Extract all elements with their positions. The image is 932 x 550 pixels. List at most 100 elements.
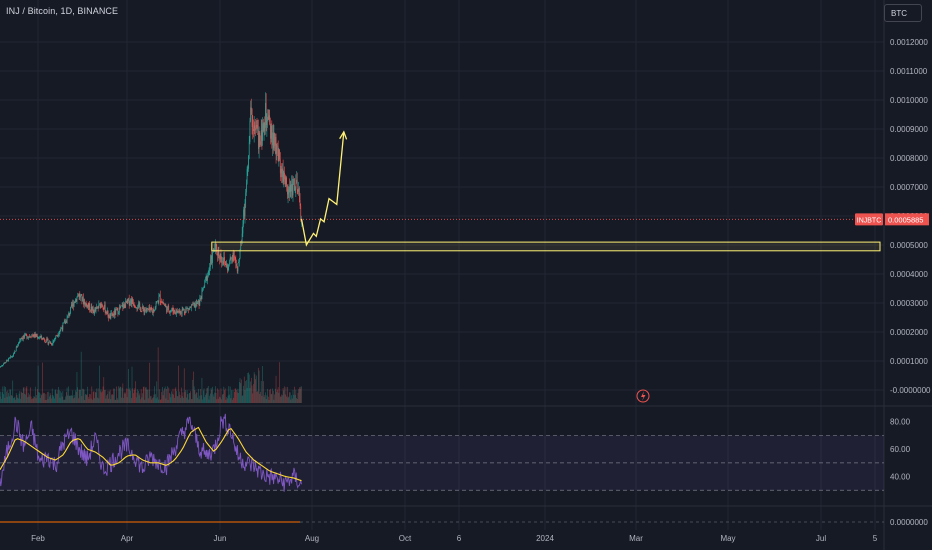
candle-body: [286, 185, 288, 195]
volume-bar: [253, 372, 255, 403]
projection-layer: [300, 130, 348, 247]
volume-bar: [216, 399, 218, 403]
candle-body: [224, 261, 226, 264]
volume-bar: [235, 388, 237, 403]
volume-bar: [39, 398, 41, 403]
candle-body: [253, 128, 254, 131]
candle-body: [254, 125, 256, 129]
volume-bar: [164, 388, 165, 403]
volume-bar: [106, 395, 107, 403]
volume-bar: [138, 390, 139, 403]
volume-bar: [281, 394, 283, 403]
candle-body: [150, 307, 151, 311]
candle-body: [118, 313, 119, 315]
volume-bar: [69, 395, 71, 403]
candle-body: [114, 310, 115, 316]
candle-body: [160, 301, 162, 303]
candle-body: [42, 338, 44, 340]
volume-bar: [263, 397, 265, 403]
volume-bar: [2, 386, 4, 403]
candle-body: [23, 336, 25, 337]
volume-bar: [135, 397, 137, 403]
candle-body: [128, 298, 129, 302]
volume-bar: [280, 396, 282, 403]
candle-body: [234, 257, 236, 260]
candle-body: [25, 334, 26, 335]
volume-bar: [162, 395, 164, 403]
candle-body: [92, 306, 94, 310]
volume-bar: [75, 390, 76, 403]
volume-bar: [35, 398, 37, 403]
volume-bar: [174, 388, 176, 403]
candle-body: [58, 334, 59, 336]
volume-bar: [92, 399, 93, 403]
candle-body: [286, 177, 287, 186]
volume-bar: [207, 387, 208, 403]
volume-bar: [282, 395, 283, 403]
candle-body: [15, 351, 16, 352]
volume-bar: [248, 374, 250, 403]
volume-bar: [273, 399, 275, 403]
candle-body: [87, 304, 89, 307]
volume-bar: [290, 399, 292, 403]
volume-bar: [198, 399, 200, 403]
candle-body: [63, 322, 64, 324]
support-zone-layer: [211, 241, 881, 252]
candle-body: [193, 303, 195, 304]
volume-bar: [202, 399, 203, 403]
volume-bar: [165, 398, 167, 403]
volume-bar: [204, 397, 206, 403]
volume-bar: [194, 390, 196, 403]
volume-bar: [238, 392, 239, 403]
candle-body: [80, 294, 82, 296]
candle-body: [121, 305, 122, 307]
candle-body: [299, 199, 301, 206]
volume-bar: [226, 397, 227, 403]
candle-body: [282, 168, 283, 178]
volume-bar: [206, 388, 208, 403]
volume-bar: [162, 386, 163, 403]
candle-body: [181, 309, 183, 314]
volume-bar: [229, 394, 230, 403]
candle-body: [32, 334, 33, 336]
volume-bar: [219, 397, 221, 403]
candle-body: [56, 335, 57, 337]
candle-body: [280, 168, 282, 174]
candle-body: [108, 316, 110, 319]
candle-body: [30, 336, 32, 338]
candle-body: [51, 343, 52, 346]
volume-bar: [287, 397, 289, 403]
volume-bar: [126, 388, 127, 403]
volume-bar: [116, 386, 117, 403]
candle-body: [290, 184, 292, 192]
candle-body: [39, 337, 40, 339]
candle-body: [275, 137, 277, 154]
candle-body: [271, 125, 273, 146]
candle-body: [10, 356, 11, 358]
candle-body: [128, 298, 130, 306]
candle-body: [135, 307, 137, 309]
candle-body: [75, 299, 76, 303]
volume-bar: [279, 362, 280, 403]
candle-body: [94, 309, 96, 311]
candle-body: [152, 309, 154, 314]
volume-bar: [199, 395, 201, 403]
candle-body: [21, 338, 23, 340]
volume-bar: [242, 395, 244, 403]
candle-body: [214, 243, 216, 250]
candle-body: [216, 246, 218, 254]
currency-selector[interactable]: BTC: [884, 4, 922, 22]
volume-bar: [14, 396, 16, 403]
candle-body: [265, 103, 267, 126]
volume-bar: [97, 397, 98, 403]
volume-bar: [22, 393, 23, 403]
candle-body: [180, 312, 182, 314]
candle-body: [212, 252, 213, 263]
candle-body: [176, 309, 178, 313]
volume-bar: [244, 390, 246, 403]
candle-body: [76, 296, 78, 302]
volume-bar: [83, 389, 85, 403]
